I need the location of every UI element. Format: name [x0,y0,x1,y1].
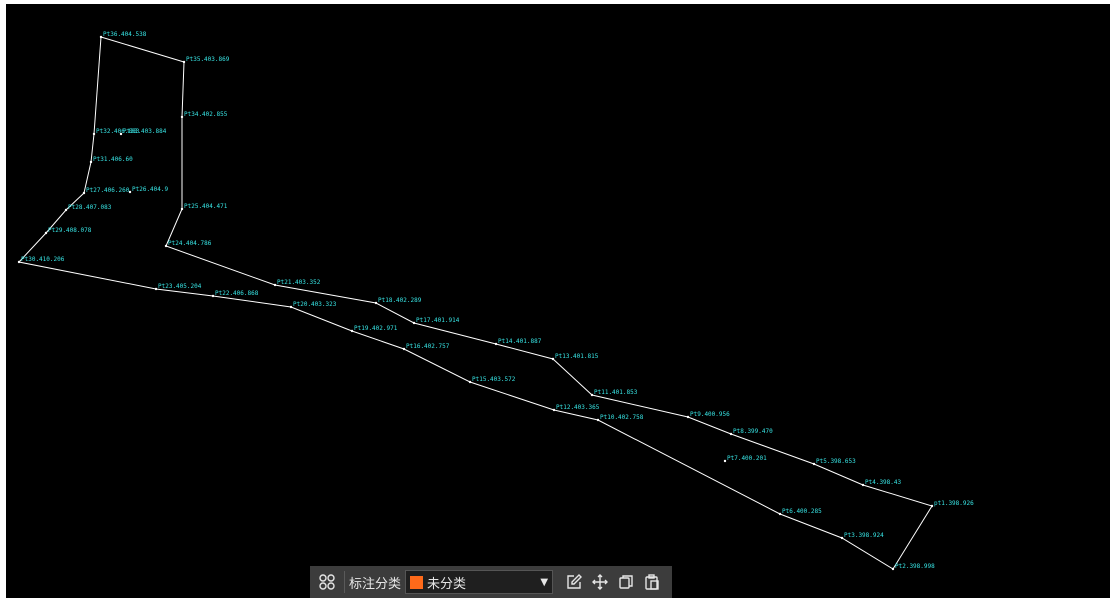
survey-point[interactable] [82,191,86,195]
point-label: Pt31.406.60 [93,156,133,163]
survey-point[interactable] [273,283,277,287]
point-label: Pt15.403.572 [472,376,516,383]
window-border [0,0,1114,4]
survey-point[interactable] [180,115,184,119]
survey-point[interactable] [891,567,895,571]
survey-point[interactable] [840,536,844,540]
survey-point[interactable] [99,35,103,39]
window-border [0,0,6,598]
survey-point[interactable] [180,207,184,211]
boundary-outline[interactable] [18,36,933,570]
point-label: Pt28.407.083 [68,204,112,211]
point-label: Pt32.406.883 [96,128,140,135]
point-label: Pt10.402.758 [600,414,644,421]
point-label: Pt25.404.471 [184,203,228,210]
survey-point[interactable] [723,459,727,463]
survey-point[interactable] [92,132,96,136]
annotation-toolbar: 标注分类 未分类 ▼ [310,566,672,598]
point-label: Pt2.398.998 [895,563,935,570]
point-label: Pt36.404.538 [103,31,147,38]
point-label: Pt23.405.204 [158,283,202,290]
point-label: Pt26.404.9 [132,186,169,193]
survey-point[interactable] [552,408,556,412]
class-dropdown[interactable]: 未分类 ▼ [405,570,554,594]
point-label: pt1.398.926 [934,500,974,507]
point-label: Pt24.404.786 [168,240,212,247]
survey-point[interactable] [590,393,594,397]
point-label: Pt8.399.470 [733,428,773,435]
chevron-down-icon: ▼ [540,576,549,588]
point-label: Pt27.406.260 [86,187,130,194]
survey-point[interactable] [412,321,416,325]
apps-grid-icon[interactable] [314,569,340,595]
point-label: Pt16.402.757 [406,343,450,350]
point-label: Pt20.403.323 [293,301,337,308]
survey-point[interactable] [494,342,498,346]
edit-icon[interactable] [561,569,587,595]
point-label: Pt17.401.914 [416,317,460,324]
paste-icon[interactable] [639,569,665,595]
point-label: Pt13.401.815 [555,353,599,360]
survey-point[interactable] [17,260,21,264]
point-label: Pt9.400.956 [690,411,730,418]
move-icon[interactable] [587,569,613,595]
point-label: Pt21.403.352 [277,279,321,286]
copy-icon[interactable] [613,569,639,595]
survey-point[interactable] [551,357,555,361]
point-label: Pt29.408.078 [48,227,92,234]
survey-point[interactable] [930,504,934,508]
survey-point[interactable] [402,347,406,351]
survey-point[interactable] [729,432,733,436]
point-label: Pt5.398.653 [816,458,856,465]
class-dropdown-value: 未分类 [427,576,467,592]
point-label: Pt22.406.868 [215,290,259,297]
survey-point[interactable] [861,483,865,487]
class-label: 标注分类 [349,576,402,592]
point-label: Pt33.403.884 [123,128,167,135]
point-label: Pt19.402.971 [354,325,398,332]
point-label: Pt11.401.853 [594,389,638,396]
survey-point[interactable] [686,415,690,419]
class-color-swatch [410,575,424,589]
survey-point[interactable] [128,190,132,194]
survey-point[interactable] [350,329,354,333]
survey-point[interactable] [468,380,472,384]
point-label: Pt35.403.869 [186,56,230,63]
point-label: Pt12.403.365 [556,404,600,411]
point-label: Pt3.398.924 [844,532,884,539]
survey-point[interactable] [44,231,48,235]
survey-point[interactable] [812,462,816,466]
survey-point[interactable] [64,208,68,212]
survey-point[interactable] [164,244,168,248]
survey-point[interactable] [182,60,186,64]
survey-point[interactable] [374,301,378,305]
survey-point[interactable] [154,287,158,291]
survey-point[interactable] [778,512,782,516]
point-label: Pt34.402.855 [184,111,228,118]
point-label: Pt14.401.887 [498,338,542,345]
point-label: Pt7.400.201 [727,455,767,462]
survey-point[interactable] [596,418,600,422]
survey-point[interactable] [211,294,215,298]
window-border [1110,0,1114,598]
survey-point[interactable] [119,132,123,136]
survey-point[interactable] [89,160,93,164]
survey-point[interactable] [289,305,293,309]
point-label: Pt18.402.289 [378,297,422,304]
point-label: Pt30.410.206 [21,256,65,263]
point-label: Pt6.400.285 [782,508,822,515]
toolbar-divider [344,571,345,593]
point-label: Pt4.398.43 [865,479,902,486]
